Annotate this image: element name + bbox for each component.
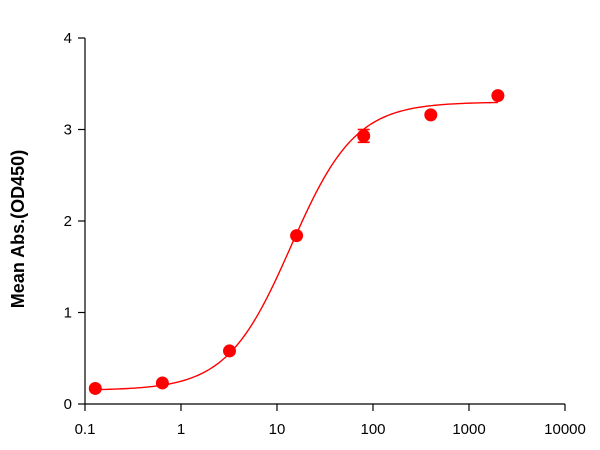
y-axis-ticks: 0 1 2 3 4 <box>64 30 85 413</box>
x-tick-label: 1 <box>177 421 185 438</box>
data-point <box>357 129 371 143</box>
y-tick-label: 4 <box>64 30 72 47</box>
data-point <box>222 344 236 358</box>
x-tick-label: 100 <box>360 421 385 438</box>
x-tick-label: 10 <box>269 421 286 438</box>
data-point <box>491 89 505 103</box>
data-points <box>88 89 505 395</box>
x-axis-ticks: 0.1 1 10 100 1000 10000 <box>75 404 586 438</box>
y-tick-label: 0 <box>64 396 72 413</box>
y-axis-label: Mean Abs.(OD450) <box>8 150 28 308</box>
y-tick-label: 3 <box>64 122 72 139</box>
data-point <box>88 381 102 395</box>
data-point <box>424 108 438 122</box>
x-tick-label: 10000 <box>544 421 586 438</box>
x-tick-label: 0.1 <box>75 421 96 438</box>
y-tick-label: 1 <box>64 305 72 322</box>
data-point <box>155 376 169 390</box>
fit-curve <box>95 101 498 391</box>
data-point <box>290 229 304 243</box>
y-tick-label: 2 <box>64 213 72 230</box>
x-tick-label: 1000 <box>452 421 485 438</box>
